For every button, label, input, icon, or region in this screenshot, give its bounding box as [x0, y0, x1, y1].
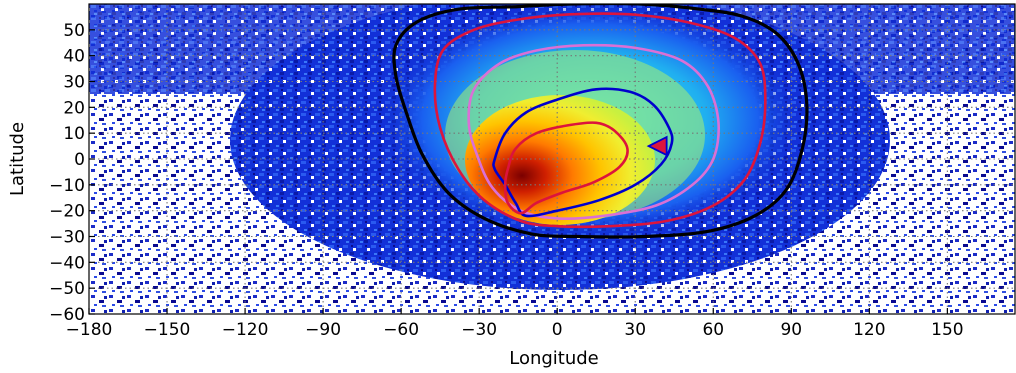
x-tick-label: 150: [931, 320, 963, 340]
contour-line-3: [467, 43, 720, 220]
y-tick-label: 20: [63, 98, 85, 118]
x-tick-label: 30: [624, 320, 646, 340]
y-tick-label: 10: [63, 124, 85, 144]
contour-line-2: [433, 12, 767, 229]
x-tick-label: −30: [461, 320, 497, 340]
x-tick-label: −180: [66, 320, 113, 340]
y-tick-label: −30: [49, 228, 85, 248]
x-axis-title: Longitude: [509, 348, 599, 369]
x-tick-label: 60: [702, 320, 724, 340]
grid-lines: [89, 4, 1015, 314]
contour-line-5: [503, 121, 629, 215]
y-tick-label: 30: [63, 73, 85, 93]
axis-ticks: −180 −150 −120 −90 −60 −30 0 30 60 90 120 150 −60 −50…: [49, 21, 963, 340]
y-tick-label: 50: [63, 21, 85, 41]
x-tick-label: 90: [780, 320, 802, 340]
x-tick-label: −90: [305, 320, 341, 340]
y-tick-label: −50: [49, 279, 85, 299]
y-tick-label: −40: [49, 253, 85, 273]
contour-line-4: [492, 87, 674, 218]
y-tick-label: −20: [49, 202, 85, 222]
marker-layer: [646, 135, 668, 157]
y-tick-label: 0: [74, 150, 85, 170]
y-tick-label: −10: [49, 176, 85, 196]
x-tick-label: −120: [222, 320, 269, 340]
x-tick-label: −150: [144, 320, 191, 340]
triangle-marker: [646, 135, 668, 157]
y-tick-label: 40: [63, 47, 85, 67]
y-axis-title: Latitude: [7, 122, 28, 196]
y-tick-label: −60: [49, 305, 85, 325]
x-tick-label: −60: [383, 320, 419, 340]
x-tick-label: 0: [552, 320, 563, 340]
plot-area: [89, 4, 1015, 314]
x-tick-label: 120: [853, 320, 885, 340]
